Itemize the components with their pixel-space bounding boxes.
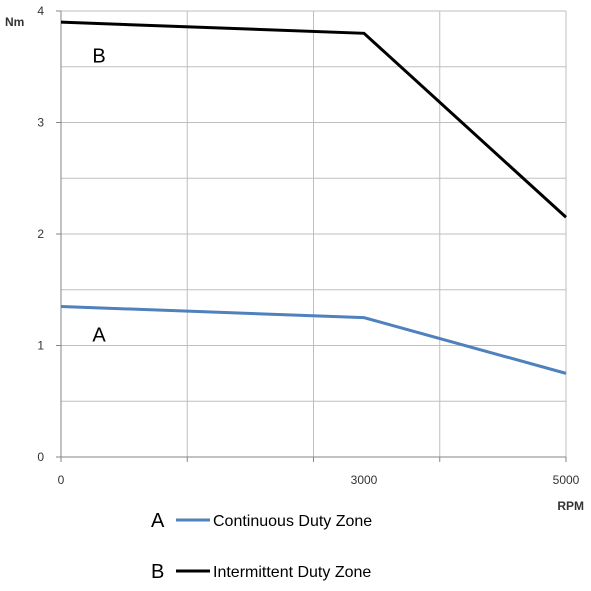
legend-label: Intermittent Duty Zone <box>213 564 371 581</box>
series-lines <box>60 20 568 375</box>
legend-letter: A <box>151 510 165 532</box>
x-axis-title: RPM <box>557 499 584 513</box>
y-tick-label: 2 <box>37 227 44 241</box>
legend-entry-B: B Intermittent Duty Zone <box>151 561 371 583</box>
legend-label: Continuous Duty Zone <box>213 513 372 530</box>
legend-entry-A: A Continuous Duty Zone <box>151 510 372 532</box>
y-tick-label: 3 <box>37 116 44 130</box>
legend: A Continuous Duty Zone B Intermittent Duty … <box>151 510 372 583</box>
tick-labels: 0 1 2 3 4 0 3000 5000 Nm RPM A B <box>5 4 584 513</box>
x-tick-label: 5000 <box>553 473 580 487</box>
axes <box>56 10 567 462</box>
y-tick-label: 1 <box>37 339 44 353</box>
grid <box>61 10 567 457</box>
x-tick-label: 0 <box>58 473 65 487</box>
y-tick-label: 4 <box>37 4 44 18</box>
y-tick-label: 0 <box>37 450 44 464</box>
legend-letter: B <box>151 561 164 583</box>
zone-label-A: A <box>92 324 106 346</box>
x-tick-label: 3000 <box>351 473 378 487</box>
zone-label-B: B <box>92 46 105 68</box>
y-axis-title: Nm <box>5 15 24 29</box>
